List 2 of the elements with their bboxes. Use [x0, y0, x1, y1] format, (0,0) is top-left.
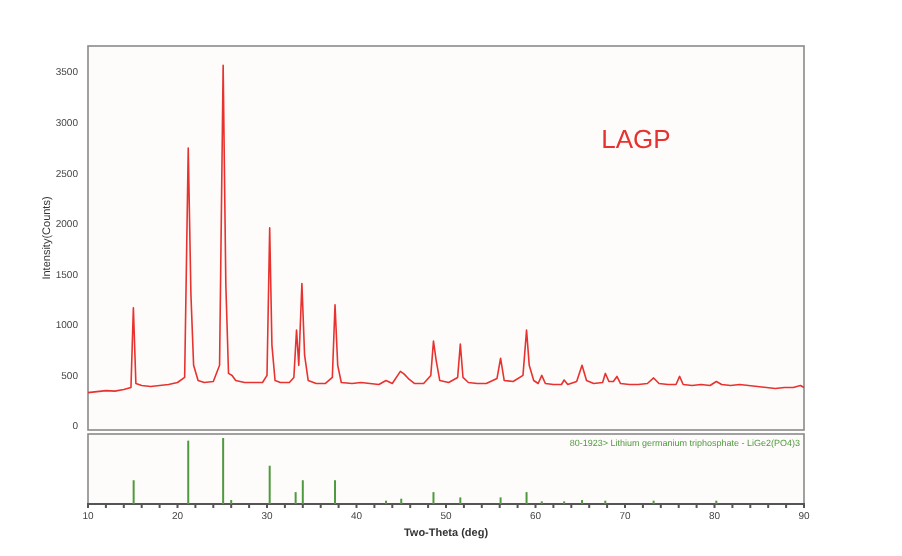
line-series — [87, 64, 805, 394]
annotation: LAGP — [601, 124, 671, 154]
